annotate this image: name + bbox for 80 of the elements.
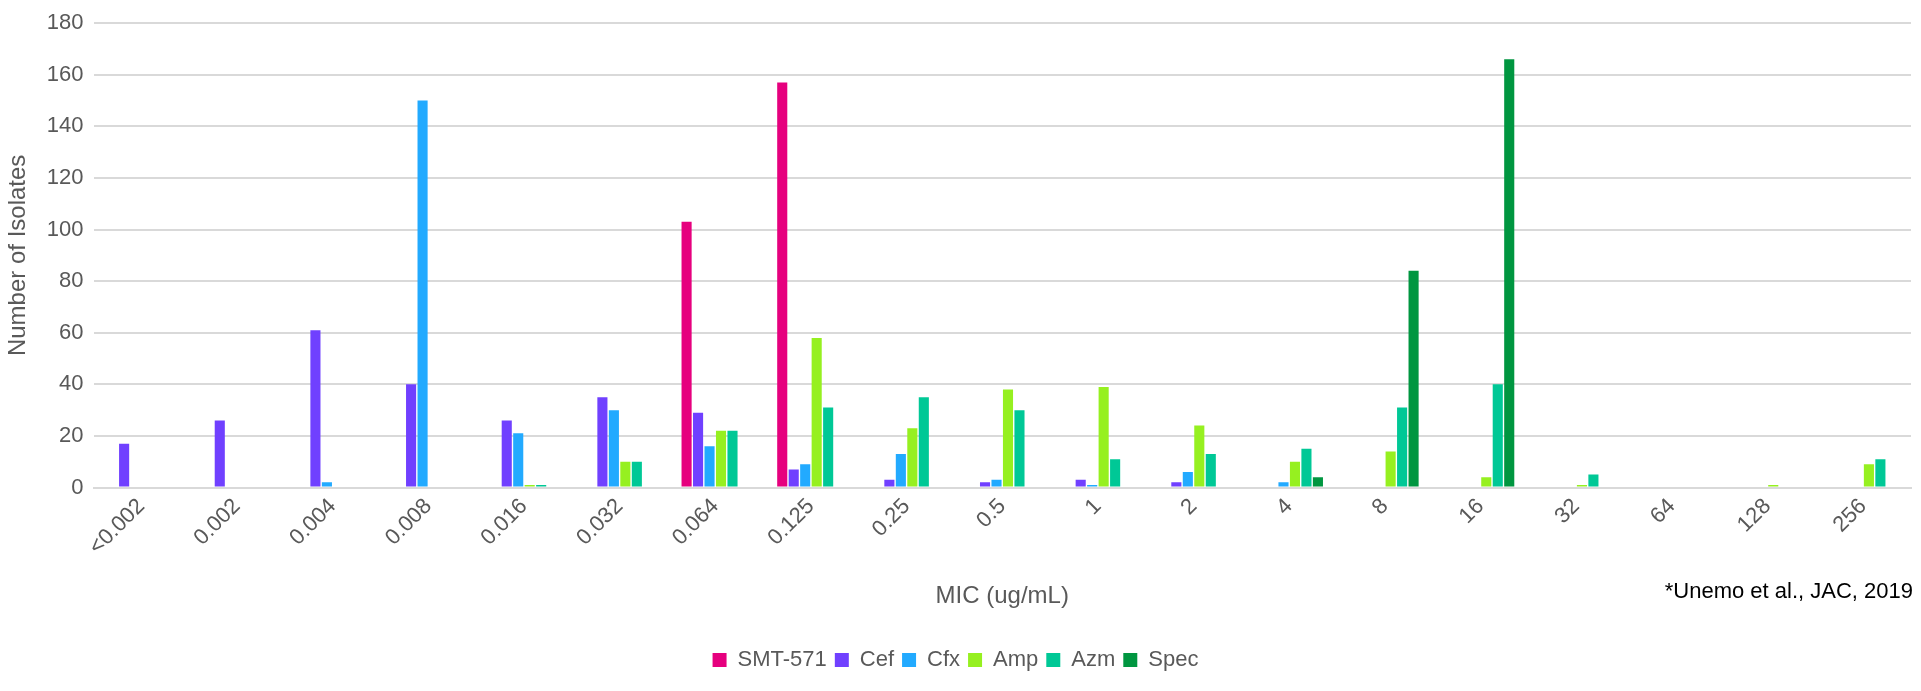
y-tick-label: 160 bbox=[46, 60, 84, 86]
y-tick-label: 0 bbox=[71, 473, 84, 499]
bar bbox=[310, 330, 321, 487]
bar bbox=[895, 453, 906, 487]
bar bbox=[704, 446, 715, 487]
bar bbox=[788, 469, 799, 487]
bar bbox=[693, 412, 704, 487]
x-tick-label: 4 bbox=[1270, 493, 1298, 520]
x-tick-label: 0.25 bbox=[866, 493, 915, 541]
bar bbox=[1408, 270, 1419, 487]
x-tick-label: 32 bbox=[1549, 493, 1585, 528]
bar bbox=[823, 407, 834, 487]
y-tick-label: 140 bbox=[46, 112, 84, 138]
x-tick-label: 2 bbox=[1175, 493, 1202, 520]
bar bbox=[608, 410, 619, 487]
bar bbox=[631, 461, 642, 487]
bar bbox=[597, 397, 608, 487]
x-tick-label: 64 bbox=[1644, 493, 1680, 528]
bar bbox=[1481, 477, 1492, 487]
y-tick-label: 180 bbox=[46, 9, 84, 35]
bar bbox=[119, 443, 130, 487]
bar bbox=[1110, 459, 1121, 487]
bar bbox=[918, 397, 929, 487]
bar bbox=[727, 430, 738, 487]
legend-label: Azm bbox=[1071, 646, 1116, 672]
y-tick-label: 40 bbox=[59, 370, 84, 396]
legend-label: Cfx bbox=[927, 646, 961, 672]
bar bbox=[715, 430, 727, 487]
bar bbox=[1301, 448, 1312, 487]
y-tick-label: 20 bbox=[59, 421, 84, 447]
bar bbox=[1098, 386, 1109, 487]
x-tick-label: 0.5 bbox=[970, 493, 1011, 533]
x-tick-label: 1 bbox=[1079, 493, 1106, 520]
legend-label: Amp bbox=[993, 646, 1039, 672]
bar bbox=[979, 482, 991, 487]
bar bbox=[907, 428, 918, 487]
y-axis-title: Number of Isolates bbox=[3, 154, 31, 357]
legend-label: Cef bbox=[859, 646, 895, 672]
x-axis-title: MIC (ug/mL) bbox=[935, 581, 1069, 609]
bar bbox=[1875, 459, 1886, 487]
bar bbox=[1075, 479, 1086, 487]
y-tick-label: 120 bbox=[46, 164, 84, 190]
bar bbox=[620, 461, 631, 487]
bar bbox=[321, 482, 332, 487]
bar bbox=[501, 420, 512, 487]
text: *Unemo et al., JAC, 2019 bbox=[1664, 578, 1913, 604]
bar bbox=[1492, 384, 1503, 487]
y-tick-label: 60 bbox=[59, 318, 84, 344]
bar bbox=[406, 384, 417, 487]
bar bbox=[513, 433, 524, 487]
bar bbox=[1504, 59, 1515, 487]
bar bbox=[884, 479, 895, 487]
y-tick-label: 100 bbox=[46, 215, 84, 241]
y-tick-label: 80 bbox=[59, 267, 84, 293]
bar bbox=[1588, 474, 1599, 487]
bar bbox=[1182, 472, 1193, 487]
bar bbox=[777, 82, 788, 487]
bar bbox=[800, 464, 811, 487]
bar bbox=[1863, 464, 1874, 487]
bar bbox=[1289, 461, 1301, 487]
bar bbox=[1014, 410, 1025, 487]
bar bbox=[991, 479, 1002, 487]
bar bbox=[1312, 477, 1323, 487]
legend-label: SMT-571 bbox=[737, 646, 827, 672]
bar bbox=[1002, 389, 1014, 487]
bar bbox=[681, 221, 692, 487]
bar bbox=[1385, 451, 1396, 487]
bar bbox=[1278, 482, 1289, 487]
x-tick-label: 16 bbox=[1453, 493, 1489, 528]
bar bbox=[214, 420, 225, 487]
bar bbox=[1194, 425, 1205, 487]
x-tick-label: 128 bbox=[1731, 493, 1776, 537]
bar bbox=[417, 100, 428, 487]
bar bbox=[1397, 407, 1408, 487]
bar bbox=[1171, 482, 1182, 487]
legend-label: Spec bbox=[1148, 646, 1199, 672]
x-tick-label: 256 bbox=[1827, 493, 1871, 537]
bar bbox=[1205, 453, 1216, 487]
x-tick-label: 8 bbox=[1366, 493, 1393, 520]
bar bbox=[811, 337, 822, 487]
